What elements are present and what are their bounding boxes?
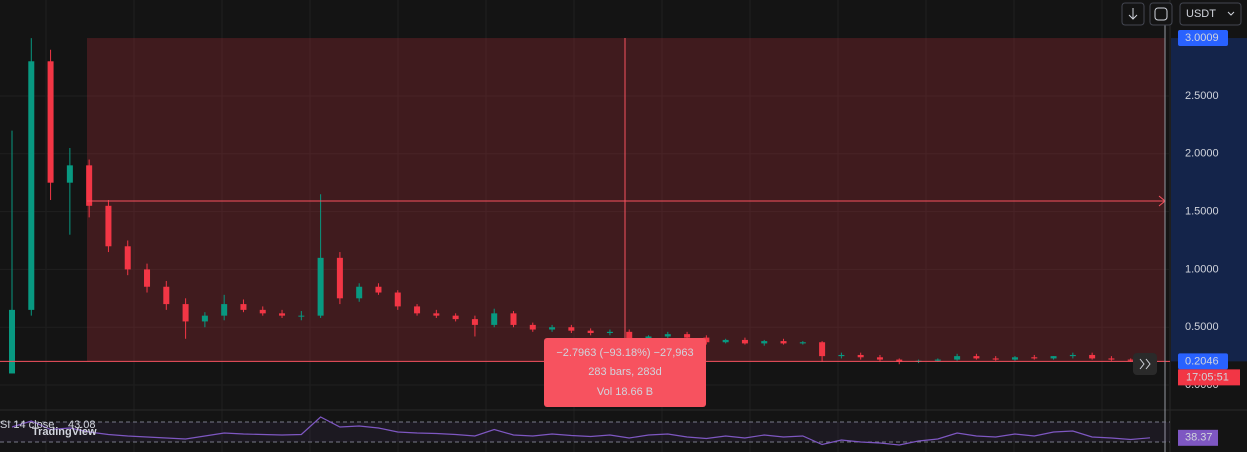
candle-body xyxy=(221,304,228,316)
candle-body xyxy=(105,205,112,247)
countdown-tag xyxy=(1178,369,1240,386)
candle-body xyxy=(1011,357,1018,360)
rsi-line xyxy=(11,416,1151,446)
candle-body xyxy=(1127,359,1134,361)
candle-body xyxy=(664,334,671,337)
rsi-title: RSI 14 close xyxy=(0,419,54,431)
scroll-button[interactable] xyxy=(1133,353,1157,375)
candle-body xyxy=(761,341,768,344)
candle-body xyxy=(279,313,286,316)
candle-body xyxy=(163,286,170,305)
candle-body xyxy=(336,257,343,299)
y-tick-label: 2.5000 xyxy=(1185,90,1219,102)
scroll-icon xyxy=(1139,358,1151,370)
candle-body xyxy=(259,309,266,314)
candle-body xyxy=(491,313,498,325)
candle-body xyxy=(144,269,151,287)
candle-body xyxy=(9,309,15,374)
candle-body xyxy=(876,357,883,360)
candle-body xyxy=(529,324,536,330)
currency-caret xyxy=(1227,11,1235,16)
candle-body xyxy=(356,286,363,299)
candle-body xyxy=(799,342,806,344)
candle-body xyxy=(433,313,440,316)
last-price-tag xyxy=(1178,353,1228,370)
candle-body xyxy=(549,327,556,330)
candle-body xyxy=(626,331,633,339)
download-icon xyxy=(1128,8,1138,20)
candle-body xyxy=(896,359,903,362)
rsi-last-label: 38.37 xyxy=(1185,432,1213,444)
candle-body xyxy=(934,359,941,361)
candle-body xyxy=(28,61,35,310)
candle-body xyxy=(452,315,459,320)
change-label: −2.7963 (−93.18%) −27,963 xyxy=(556,347,693,359)
rsi-band-fill xyxy=(0,422,1170,442)
candle-body xyxy=(568,327,575,331)
candle-body xyxy=(606,331,613,333)
candle-body xyxy=(375,286,382,293)
candle-body xyxy=(587,330,594,333)
candle-body xyxy=(47,61,54,183)
candle-body xyxy=(703,337,710,343)
candle-body xyxy=(1108,358,1115,360)
rsi-legend-value: 43.08 xyxy=(68,419,96,431)
candle-body xyxy=(857,354,864,358)
currency-label: USDT xyxy=(1186,8,1216,20)
y-tick-label: 2.0000 xyxy=(1185,148,1219,160)
candle-body xyxy=(838,354,845,357)
candle-body xyxy=(394,292,401,307)
candle-body xyxy=(240,304,247,310)
candle-body xyxy=(1050,356,1057,359)
refresh-button[interactable] xyxy=(1149,2,1173,26)
candle-body xyxy=(298,315,305,317)
y-tick-label: 1.0000 xyxy=(1185,263,1219,275)
candle-body xyxy=(124,246,131,270)
refresh-icon xyxy=(1154,7,1168,21)
currency-button[interactable] xyxy=(1179,2,1242,26)
candle-body xyxy=(722,339,729,343)
volume-label: Vol 18.66 B xyxy=(597,386,653,398)
candle-body xyxy=(1089,354,1096,359)
candle-body xyxy=(741,339,748,344)
measure-area xyxy=(87,38,1165,362)
candle-body xyxy=(645,336,652,339)
last-price-label: 0.2046 xyxy=(1185,355,1219,367)
rsi-last-tag xyxy=(1178,429,1218,446)
candle-body xyxy=(317,257,324,316)
candle-body xyxy=(471,319,478,325)
candle-body xyxy=(414,306,421,314)
candle-body xyxy=(182,304,189,322)
measure-tooltip xyxy=(544,338,706,407)
candle-body xyxy=(66,165,73,183)
y-tick-label: 1.5000 xyxy=(1185,205,1219,217)
candle-body xyxy=(954,356,961,360)
candle-body xyxy=(510,313,517,325)
candle-body xyxy=(86,165,93,206)
candle-body xyxy=(819,342,826,357)
candle-body xyxy=(1069,354,1076,357)
top-price-label: 3.0009 xyxy=(1185,32,1219,44)
candle-body xyxy=(992,358,999,360)
candle-body xyxy=(684,334,691,338)
top-price-tag xyxy=(1178,30,1228,47)
countdown: 17:05:51 xyxy=(1186,371,1229,383)
time-grid xyxy=(45,0,1103,452)
candle-body xyxy=(201,315,208,322)
candle-body xyxy=(780,341,787,344)
y-tick-label: 0.5000 xyxy=(1185,321,1219,333)
bars-label: 283 bars, 283d xyxy=(588,366,661,378)
candle-body xyxy=(973,356,980,359)
watermark: TradingView xyxy=(32,426,97,438)
candle-body xyxy=(1031,357,1038,359)
measure-axis-highlight xyxy=(1171,38,1247,362)
